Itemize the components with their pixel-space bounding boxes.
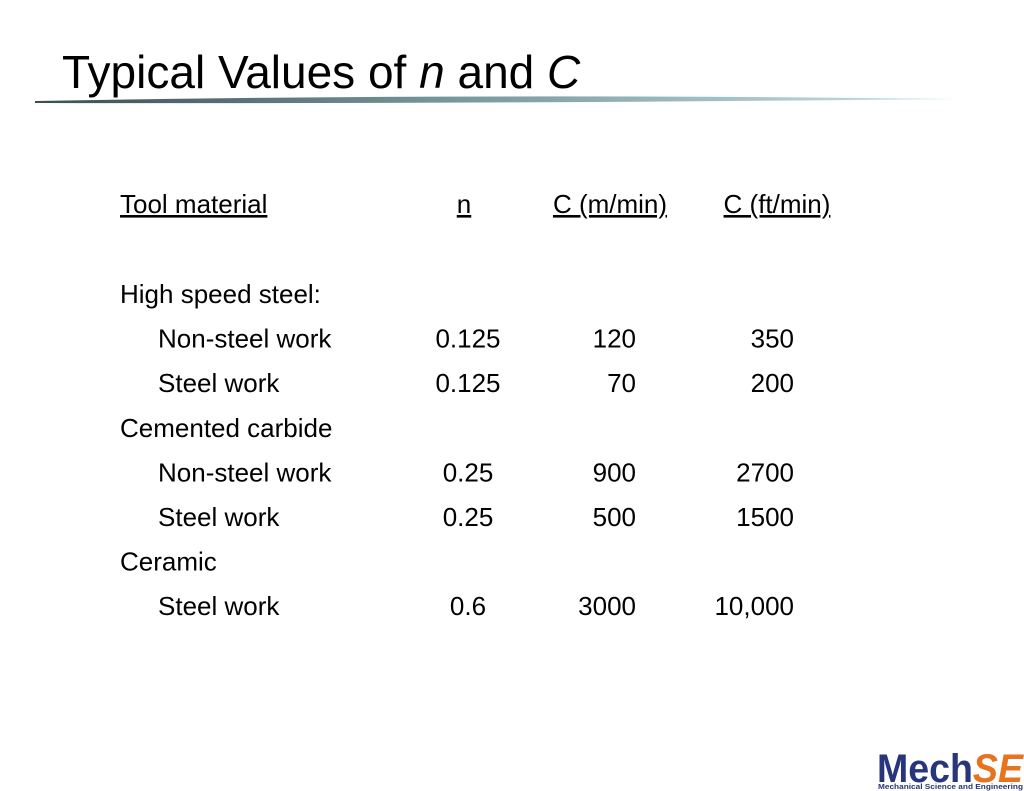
- logo: MechSE Mechanical Science and Engineerin…: [877, 747, 1024, 791]
- column-header: C (m/min): [553, 189, 667, 219]
- title-part: C: [547, 46, 581, 98]
- title-part: Typical Values of: [62, 46, 419, 98]
- column-header: Tool material: [120, 189, 267, 219]
- column-header: C (ft/min): [724, 189, 831, 219]
- row-label: Non-steel work: [158, 324, 332, 354]
- cell-value: 350: [751, 324, 794, 354]
- cell-value: 200: [751, 368, 794, 398]
- group-label: High speed steel:: [120, 279, 321, 309]
- row-label: Steel work: [158, 591, 280, 621]
- cell-value: 500: [593, 502, 636, 532]
- logo-accent: SE: [973, 747, 1024, 791]
- row-label: Steel work: [158, 368, 280, 398]
- cell-value: 70: [607, 368, 636, 398]
- cell-value: 1500: [736, 502, 794, 532]
- logo-brand: MechSE: [877, 747, 1024, 791]
- cell-value: 2700: [736, 457, 794, 487]
- cell-value: 0.125: [435, 368, 500, 398]
- group-label: Ceramic: [120, 547, 217, 577]
- cell-value: 0.6: [450, 591, 486, 621]
- cell-value: 120: [593, 324, 636, 354]
- cell-value: 3000: [578, 591, 636, 621]
- title-part: and: [445, 46, 547, 98]
- table: Tool material n C (m/min) C (ft/min) High sp…: [120, 189, 830, 621]
- cell-value: 0.125: [435, 324, 500, 354]
- row-label: Steel work: [158, 502, 280, 532]
- row-label: Non-steel work: [158, 457, 332, 487]
- cell-value: 0.25: [443, 457, 494, 487]
- logo-main: Mech: [877, 747, 973, 791]
- title-part: n: [419, 46, 445, 98]
- group-label: Cemented carbide: [120, 413, 332, 443]
- cell-value: 0.25: [443, 502, 494, 532]
- slide-title: Typical Values of n and C: [62, 46, 581, 98]
- column-header: n: [457, 189, 471, 219]
- cell-value: 10,000: [714, 591, 794, 621]
- logo-tagline: Mechanical Science and Engineering: [878, 782, 1023, 791]
- title-underline: [35, 96, 955, 104]
- cell-value: 900: [593, 457, 636, 487]
